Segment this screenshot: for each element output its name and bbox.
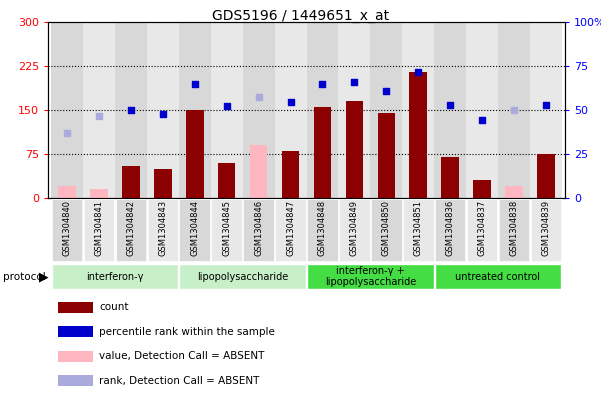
Bar [505,186,523,198]
Bar [402,22,434,198]
Bar [275,198,306,261]
Bar [275,22,307,198]
Point [541,102,551,108]
Text: GSM1304847: GSM1304847 [286,200,295,256]
Text: GSM1304837: GSM1304837 [478,200,487,256]
Text: GSM1304844: GSM1304844 [191,200,200,256]
Bar [498,22,530,198]
Point [350,79,359,86]
Point [382,88,391,94]
Bar [147,22,179,198]
Bar [370,22,402,198]
Bar [466,22,498,198]
Bar [148,198,178,261]
Bar [409,72,427,198]
Bar [346,101,363,198]
Bar [243,22,275,198]
Text: count: count [99,302,129,312]
Text: interferon-γ: interferon-γ [87,272,144,281]
Bar [218,163,236,198]
Bar [499,198,529,261]
Point [94,113,104,119]
Bar [154,169,172,198]
Bar [58,302,93,313]
Bar [84,198,114,261]
Text: percentile rank within the sample: percentile rank within the sample [99,327,275,337]
Point [190,81,200,87]
Bar [537,154,555,198]
Point [222,103,231,109]
Text: GSM1304843: GSM1304843 [159,200,168,256]
Text: lipopolysaccharide: lipopolysaccharide [197,272,288,281]
Text: GSM1304846: GSM1304846 [254,200,263,256]
Text: interferon-γ +
lipopolysaccharide: interferon-γ + lipopolysaccharide [325,266,416,287]
Bar [473,180,491,198]
Bar [338,22,370,198]
Point [285,99,295,105]
Bar [58,375,93,386]
Bar [307,264,433,289]
Bar [212,198,242,261]
Text: untreated control: untreated control [456,272,540,281]
Point [413,69,423,75]
Text: GSM1304838: GSM1304838 [510,200,519,256]
Point [158,111,168,117]
Bar [435,198,465,261]
Bar [58,351,93,362]
Text: value, Detection Call = ABSENT: value, Detection Call = ABSENT [99,351,264,361]
Bar [180,198,210,261]
Text: GSM1304836: GSM1304836 [445,200,454,256]
Bar [179,22,211,198]
Bar [530,22,562,198]
Bar [58,326,93,337]
Bar [307,198,338,261]
Text: GSM1304841: GSM1304841 [94,200,103,256]
Bar [186,110,204,198]
Point [254,94,263,100]
Bar [211,22,243,198]
Bar [250,145,267,198]
Point [509,107,519,113]
Bar [58,186,76,198]
Bar [435,264,561,289]
Point [477,117,487,123]
Bar [371,198,401,261]
Bar [52,198,82,261]
Bar [314,107,331,198]
Bar [90,189,108,198]
Bar [180,264,306,289]
Bar [243,198,274,261]
Text: GSM1304845: GSM1304845 [222,200,231,256]
Text: GSM1304851: GSM1304851 [413,200,423,256]
Text: GDS5196 / 1449651_x_at: GDS5196 / 1449651_x_at [212,9,389,23]
Bar [434,22,466,198]
Bar [282,151,299,198]
Bar [467,198,498,261]
Bar [115,22,147,198]
Bar [441,157,459,198]
Text: GSM1304842: GSM1304842 [126,200,135,256]
Point [445,102,455,108]
Bar [339,198,370,261]
Point [318,81,328,87]
Point [126,107,136,113]
Bar [122,166,140,198]
Text: GSM1304840: GSM1304840 [63,200,72,256]
Text: GSM1304839: GSM1304839 [542,200,551,256]
Text: GSM1304850: GSM1304850 [382,200,391,256]
Text: ▶: ▶ [39,270,49,283]
Text: GSM1304849: GSM1304849 [350,200,359,256]
Bar [307,22,338,198]
Bar [83,22,115,198]
Bar [531,198,561,261]
Point [63,130,72,137]
Text: rank, Detection Call = ABSENT: rank, Detection Call = ABSENT [99,376,260,386]
Bar [115,198,146,261]
Bar [52,264,178,289]
Bar [51,22,83,198]
Text: GSM1304848: GSM1304848 [318,200,327,256]
Bar [377,113,395,198]
Text: protocol: protocol [3,272,46,281]
Bar [403,198,433,261]
